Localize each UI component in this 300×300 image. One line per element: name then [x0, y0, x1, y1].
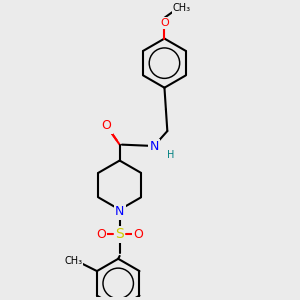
Text: O: O — [102, 119, 112, 132]
Text: S: S — [115, 227, 124, 241]
Text: O: O — [134, 228, 143, 241]
Text: O: O — [160, 18, 169, 28]
Text: N: N — [115, 206, 124, 218]
Text: CH₃: CH₃ — [64, 256, 82, 266]
Text: CH₃: CH₃ — [173, 3, 191, 13]
Text: O: O — [96, 228, 106, 241]
Text: N: N — [150, 140, 159, 154]
Text: H: H — [167, 150, 174, 160]
